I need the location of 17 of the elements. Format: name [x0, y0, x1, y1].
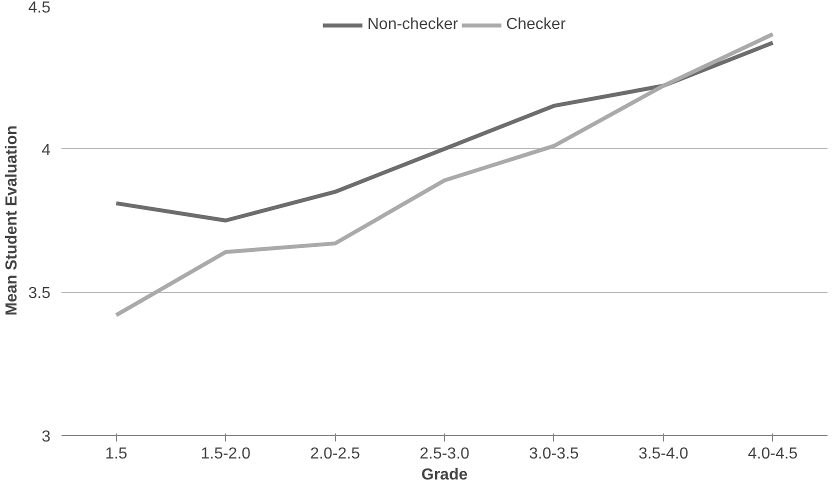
- x-tick-label: 3.5-4.0: [638, 446, 688, 462]
- x-tick-label: 3.0-3.5: [529, 446, 579, 462]
- x-tick-label: 2.0-2.5: [310, 446, 360, 462]
- line-series: [114, 32, 775, 318]
- x-axis-title: Grade: [421, 466, 468, 484]
- line-series: [114, 40, 775, 222]
- y-tick-label: 3.5: [28, 285, 51, 302]
- y-tick-label: 4.5: [28, 0, 51, 16]
- legend-label: Checker: [506, 16, 566, 34]
- y-tick-label: 4: [42, 142, 51, 159]
- x-tick-label: 1.5: [105, 446, 128, 462]
- x-tick-label: 2.5-3.0: [420, 446, 470, 462]
- y-axis-title: Mean Student Evaluation: [3, 125, 20, 316]
- legend-label: Non-checker: [367, 16, 458, 34]
- x-tick-label: 4.0-4.5: [748, 446, 798, 462]
- x-tick-label: 1.5-2.0: [200, 446, 251, 462]
- y-tick-label: 3: [42, 428, 51, 446]
